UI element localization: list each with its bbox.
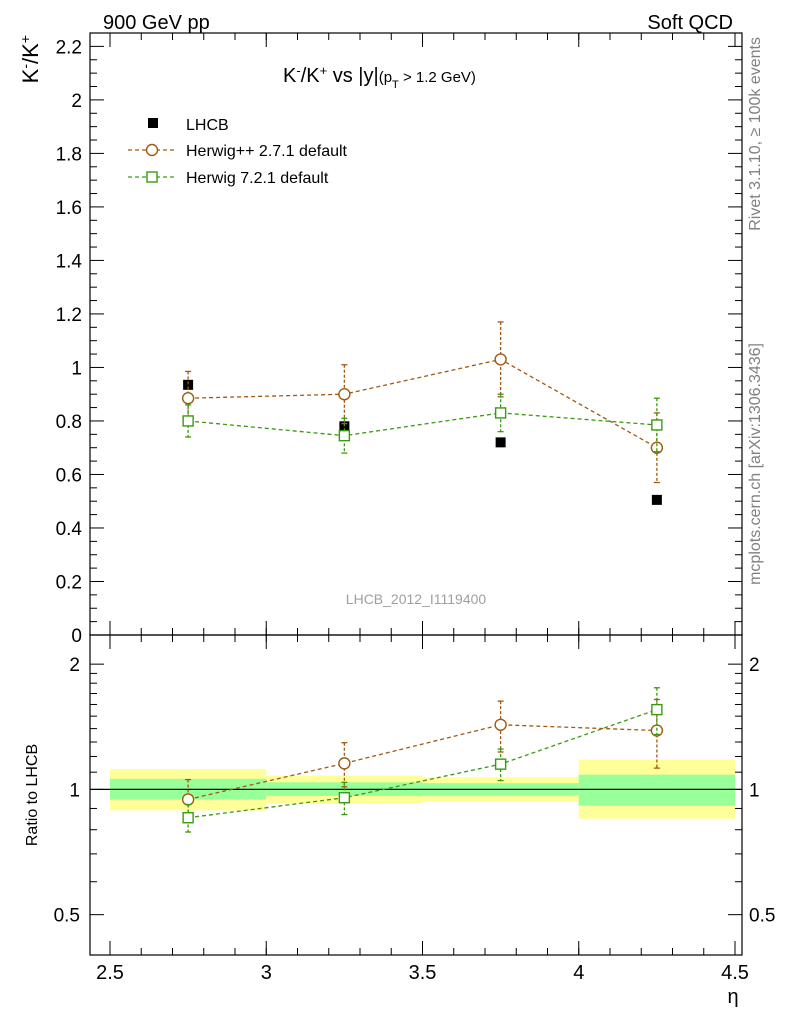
main-panel: K-/K+ vs |y|(pT > 1.2 GeV) K-/K+ LHCB_20… (17, 32, 743, 647)
legend-entry-herwig7: Herwig 7.2.1 default (128, 170, 329, 187)
x-tick-label: 3 (261, 962, 272, 984)
main-y-tick-label: 0.8 (56, 412, 82, 433)
ratio-y-axis-label: Ratio to LHCB (24, 744, 41, 846)
x-tick-label: 3.5 (409, 962, 437, 984)
series-lhcb (183, 379, 662, 505)
rivet-label: Rivet 3.1.10, ≥ 100k events (747, 37, 764, 231)
legend: LHCB Herwig++ 2.7.1 default Herwig 7.2.1… (128, 117, 348, 187)
main-y-tick-label: 0.4 (56, 519, 83, 540)
ratio-y-tick-label: 2 (69, 655, 80, 676)
x-tick-label: 2.5 (96, 962, 124, 984)
ratio-point (338, 792, 351, 804)
ratio-series-line (188, 709, 658, 819)
data-point (494, 353, 507, 366)
legend-label-herwigpp: Herwig++ 2.7.1 default (186, 143, 348, 160)
legend-marker-herwig7 (146, 171, 158, 183)
mcplots-label: mcplots.cern.ch [arXiv:1306.3436] (747, 343, 764, 585)
main-y-tick-label: 2.2 (56, 37, 82, 58)
main-y-tick-label: 0.6 (56, 465, 82, 486)
data-point (495, 437, 506, 448)
data-point (650, 441, 664, 454)
main-y-axis-label: K-/K+ (17, 35, 43, 83)
header-left: 900 GeV pp (103, 12, 210, 34)
data-point (181, 392, 195, 405)
main-y-tick-label: 0 (71, 626, 82, 647)
data-point (183, 379, 194, 390)
ratio-ticks: 0.5 0.5 1 1 2 2 2.5 3 3.5 4 4.5 (54, 635, 775, 984)
series-line (188, 358, 658, 449)
watermark: LHCB_2012_I1119400 (346, 591, 487, 607)
x-tick-label: 4 (573, 962, 584, 984)
uncertainty-band-inner (578, 774, 735, 806)
x-tick-label: 4.5 (721, 962, 749, 984)
legend-entry-lhcb: LHCB (148, 117, 229, 134)
data-point (338, 388, 351, 401)
data-point (494, 407, 507, 419)
series-line (188, 412, 657, 437)
data-point (651, 494, 662, 505)
main-y-tick-label: 1 (71, 358, 82, 379)
ratio-point (651, 703, 663, 716)
ratio-series-line (187, 724, 657, 801)
main-y-tick-label: 0.2 (56, 572, 82, 593)
series-herwigpp (181, 321, 664, 484)
ratio-plot-frame (89, 634, 743, 956)
main-y-tick-label: 1.4 (56, 251, 83, 272)
main-y-ticks: 0 0.2 0.4 0.6 0.8 1 1.2 1.4 1.6 1.8 2 2.2 (56, 33, 742, 647)
data-point (339, 421, 350, 432)
ratio-y-tick-label-right: 2 (749, 655, 760, 676)
main-title: K-/K+ vs |y|(pT > 1.2 GeV) (283, 63, 476, 92)
header-right: Soft QCD (647, 12, 733, 34)
ratio-panel: Ratio to LHCB η 0.5 0.5 1 1 2 2 2.5 3 3.5 4 4.5 (24, 634, 775, 1008)
series-herwig7 (182, 393, 663, 454)
legend-marker-lhcb (148, 118, 158, 128)
ratio-point (338, 757, 351, 770)
legend-label-herwig7: Herwig 7.2.1 default (186, 170, 329, 187)
ratio-point (181, 793, 195, 806)
main-y-tick-label: 2 (71, 91, 82, 112)
ratio-y-tick-label: 0.5 (54, 906, 80, 927)
main-y-tick-label: 1.8 (56, 144, 82, 165)
ratio-y-tick-label-right: 1 (749, 780, 760, 801)
data-point (338, 429, 351, 442)
ratio-point (494, 758, 507, 770)
x-axis-label: η (727, 986, 738, 1008)
ratio-point (182, 812, 194, 824)
ratio-point (494, 718, 507, 731)
main-y-tick-label: 1.2 (56, 305, 82, 326)
ratio-y-tick-label: 1 (69, 780, 80, 801)
ratio-series-herwig7 (182, 687, 663, 833)
legend-label-lhcb: LHCB (186, 117, 229, 134)
legend-entry-herwigpp: Herwig++ 2.7.1 default (128, 143, 348, 160)
main-y-tick-label: 1.6 (56, 198, 82, 219)
ratio-series-herwigpp (181, 698, 664, 823)
data-point (182, 415, 194, 427)
ratio-y-tick-label-right: 0.5 (749, 906, 775, 927)
data-point (651, 419, 663, 431)
legend-marker-herwigpp (145, 143, 159, 157)
